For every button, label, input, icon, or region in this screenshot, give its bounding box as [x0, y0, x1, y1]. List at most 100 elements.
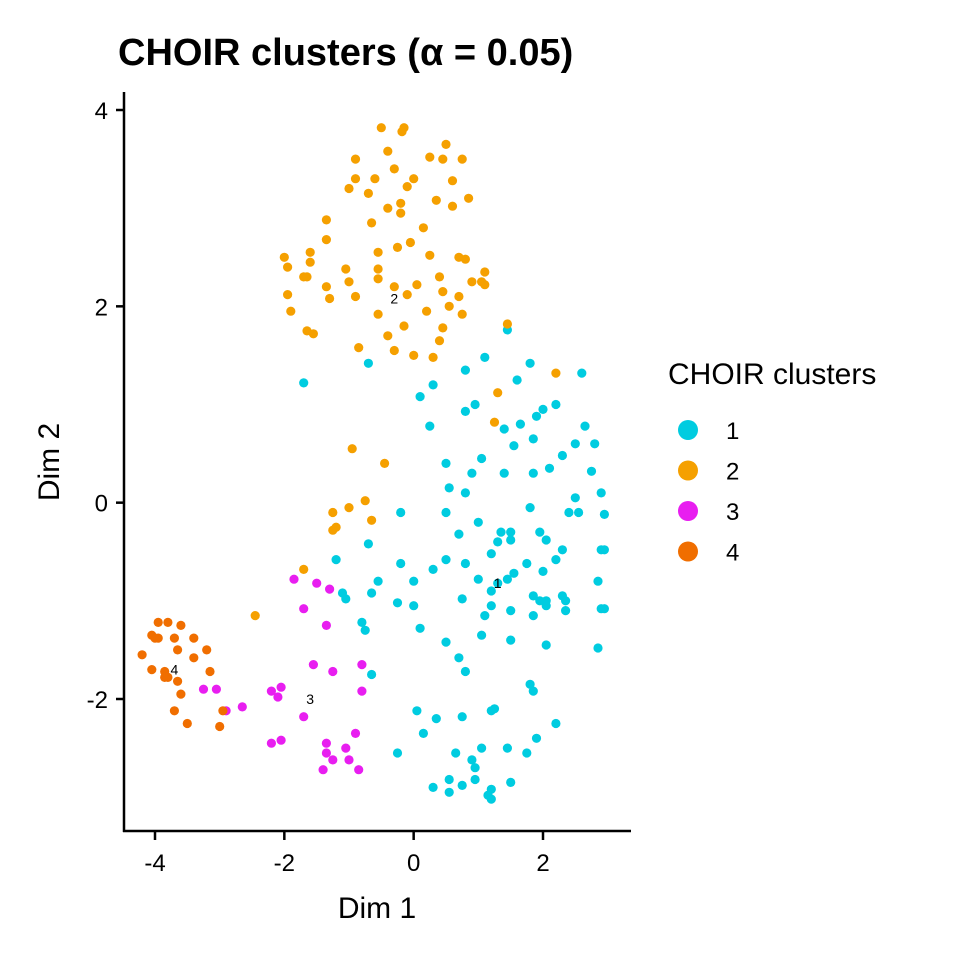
data-point	[321, 282, 331, 292]
data-point	[402, 290, 412, 300]
data-point	[363, 188, 373, 198]
legend-swatch-1	[678, 420, 698, 440]
data-point	[266, 738, 276, 748]
data-point	[163, 672, 173, 683]
data-point	[202, 645, 212, 655]
data-point	[299, 378, 309, 388]
x-tick-label: 2	[536, 850, 549, 877]
data-point	[383, 146, 393, 156]
data-point	[273, 692, 283, 702]
data-point	[457, 712, 467, 722]
data-point	[318, 765, 328, 775]
data-point	[392, 748, 403, 758]
data-point	[596, 488, 606, 498]
data-point	[367, 515, 377, 525]
data-point	[460, 365, 470, 375]
data-point	[344, 183, 354, 194]
data-point	[389, 345, 399, 356]
data-point	[528, 611, 538, 621]
data-point	[182, 718, 192, 729]
data-point	[509, 568, 519, 578]
data-point	[147, 665, 157, 675]
data-point	[434, 336, 445, 346]
data-point	[486, 601, 496, 611]
data-point	[489, 417, 500, 427]
data-point	[299, 272, 309, 282]
data-point	[418, 223, 428, 233]
data-point	[551, 399, 561, 410]
cluster-label-3: 3	[306, 691, 314, 707]
data-point	[276, 682, 286, 692]
data-point	[328, 525, 338, 535]
data-point	[344, 755, 354, 765]
data-point	[409, 601, 419, 611]
y-tick-label: 0	[95, 491, 108, 518]
legend-label-1: 1	[726, 418, 739, 445]
data-point	[428, 782, 438, 793]
data-point	[347, 444, 357, 454]
data-point	[286, 306, 296, 316]
data-point	[363, 358, 373, 368]
data-point	[305, 257, 315, 267]
data-point	[457, 309, 467, 319]
data-point	[454, 653, 464, 663]
chart-title: CHOIR clusters (α = 0.05)	[118, 32, 573, 74]
data-point	[528, 686, 538, 696]
data-point	[538, 566, 548, 577]
data-point	[312, 578, 322, 588]
data-point	[425, 421, 435, 431]
data-point	[380, 458, 390, 468]
data-point	[502, 743, 512, 753]
legend-entries: 1 2 3 4	[678, 418, 739, 567]
data-point	[357, 617, 367, 628]
data-point	[396, 507, 406, 518]
data-point	[538, 404, 548, 414]
data-point	[528, 591, 538, 601]
data-point	[405, 237, 415, 248]
data-point	[477, 630, 487, 640]
data-point	[564, 507, 574, 518]
data-point	[535, 527, 545, 537]
data-point	[541, 640, 551, 650]
data-point	[561, 606, 571, 616]
data-point	[506, 606, 516, 616]
data-point	[299, 604, 309, 614]
data-point	[409, 174, 419, 184]
data-point	[577, 368, 587, 378]
data-point	[599, 509, 610, 519]
data-point	[198, 684, 209, 694]
series-3	[198, 574, 367, 775]
data-point	[415, 392, 425, 402]
data-point	[499, 424, 509, 434]
data-point	[321, 738, 331, 748]
data-point	[409, 350, 419, 360]
data-point	[535, 596, 545, 606]
series-2	[250, 123, 561, 621]
data-point	[279, 252, 289, 262]
legend-label-3: 3	[726, 499, 739, 526]
data-point	[276, 735, 286, 745]
data-point	[153, 617, 163, 628]
data-point	[283, 290, 293, 300]
x-tick-label: -2	[274, 850, 295, 877]
data-point	[350, 291, 361, 302]
data-point	[237, 702, 247, 712]
data-point	[360, 625, 370, 635]
data-point	[525, 503, 535, 513]
data-point	[551, 555, 561, 565]
data-point	[383, 331, 393, 341]
data-point	[173, 676, 183, 686]
data-point	[367, 669, 377, 680]
data-point	[512, 375, 522, 385]
data-point	[176, 620, 186, 631]
legend-swatch-3	[678, 501, 698, 521]
data-point	[486, 794, 496, 804]
data-point	[557, 545, 568, 555]
data-point	[444, 301, 454, 311]
data-point	[480, 611, 490, 621]
data-point	[418, 728, 428, 739]
data-point	[528, 468, 538, 478]
y-axis-title: Dim 2	[33, 423, 66, 501]
